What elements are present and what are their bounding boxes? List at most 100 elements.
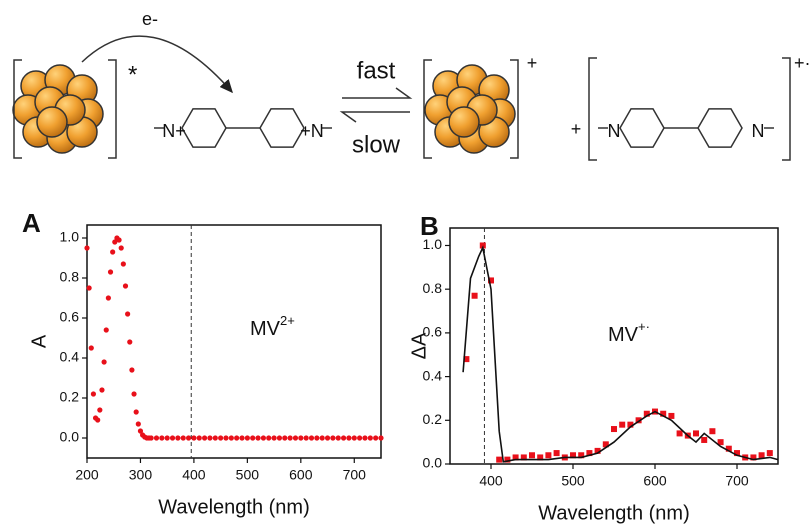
chart: A 200 300 400 500 600 700 0.0 0.2 0.4 0.6 0.8 1.0 Wav…: [22, 208, 384, 518]
data-point: [512, 454, 519, 461]
data-point: [357, 435, 363, 441]
x-tick-label: 500: [561, 473, 585, 489]
data-point: [271, 435, 277, 441]
data-point: [88, 345, 94, 351]
x-axis-title: Wavelength (nm): [158, 496, 310, 518]
data-point: [351, 435, 357, 441]
data-point: [346, 435, 352, 441]
data-point: [330, 435, 336, 441]
y-tick-label: 0.8: [423, 280, 443, 296]
data-point: [207, 435, 213, 441]
bracket: [782, 57, 791, 161]
annotation-superscript: +·: [638, 319, 650, 334]
plus: +: [571, 119, 582, 139]
reverse-label: slow: [352, 131, 401, 158]
data-point: [135, 421, 141, 427]
cluster-excited: [12, 64, 104, 154]
data-point: [298, 435, 304, 441]
data-point: [373, 435, 379, 441]
annotation-text: MV: [608, 324, 639, 346]
y-tick-label: 0.6: [423, 324, 443, 340]
data-point: [308, 435, 315, 441]
data-point: [133, 409, 139, 415]
y-axis-title: ΔA: [408, 332, 430, 359]
annotation: MV2+: [250, 313, 295, 340]
data-point: [153, 435, 160, 441]
molecules: [154, 108, 774, 148]
y-tick-label: 0.2: [423, 411, 443, 427]
data-point: [103, 327, 109, 333]
atom-label: N: [752, 121, 765, 141]
forward-arrow: [342, 87, 413, 99]
data-point: [758, 452, 765, 459]
pyridine-ring: [619, 108, 665, 148]
data-point: [112, 239, 118, 245]
y-tick-label: 0.4: [60, 349, 80, 365]
data-point: [709, 428, 716, 435]
data-point: [110, 249, 116, 255]
data-point: [750, 454, 757, 461]
data-point: [185, 435, 192, 441]
y-tick-label: 0.6: [60, 309, 80, 325]
bracket: [588, 57, 597, 161]
data-point: [319, 435, 325, 441]
data-point: [660, 410, 667, 417]
data-point: [324, 435, 331, 441]
data-point: [488, 277, 494, 284]
data-point: [303, 435, 309, 441]
data-point: [116, 237, 122, 243]
data-point: [99, 387, 105, 393]
x-tick-label: 400: [479, 473, 503, 489]
data-point: [105, 295, 111, 301]
y-tick-label: 1.0: [423, 236, 443, 252]
data-point: [611, 426, 617, 433]
data-point: [619, 421, 626, 428]
data-point: [287, 435, 293, 441]
x-axis-title: Wavelength (nm): [538, 502, 690, 524]
pyridine-ring: [697, 108, 743, 148]
bracket: [13, 59, 22, 159]
x-tick-label: 400: [182, 467, 206, 483]
charge: +: [527, 53, 538, 73]
atom-label: +N: [300, 121, 324, 141]
bracket: [510, 59, 519, 159]
data-point: [701, 436, 708, 443]
data-point: [276, 435, 283, 441]
y-tick-label: 0.0: [60, 429, 80, 445]
data-point: [129, 367, 135, 373]
data-point: [335, 435, 341, 441]
data-point: [471, 292, 478, 299]
data-point: [148, 435, 154, 441]
data-point: [578, 452, 585, 459]
data-point: [90, 391, 97, 397]
data-point: [340, 435, 347, 441]
data-point: [367, 435, 373, 441]
atom-label: N+: [162, 121, 186, 141]
data-point: [266, 435, 272, 441]
data-point: [496, 456, 503, 463]
x-tick-label: 300: [129, 467, 153, 483]
data-point: [479, 242, 486, 249]
data-point: [250, 435, 256, 441]
data-point: [586, 450, 593, 457]
data-point: [292, 435, 299, 441]
data-point: [122, 283, 129, 289]
data-point: [212, 435, 218, 441]
data-point: [125, 311, 131, 317]
data-point: [95, 417, 101, 423]
cluster-oxidized: [424, 64, 516, 154]
y-tick-label: 0.8: [60, 269, 80, 285]
pyridine-ring: [181, 108, 227, 148]
data-point: [101, 359, 107, 365]
data-line: [462, 245, 779, 463]
data-point: [164, 435, 170, 441]
data-point: [169, 435, 176, 441]
data-point: [378, 435, 384, 441]
data-point: [196, 435, 202, 441]
data-point: [159, 435, 165, 441]
data-point: [594, 447, 601, 454]
x-tick-label: 200: [75, 467, 99, 483]
annotation: MV+·: [608, 319, 650, 346]
y-tick-label: 0.0: [423, 455, 443, 471]
